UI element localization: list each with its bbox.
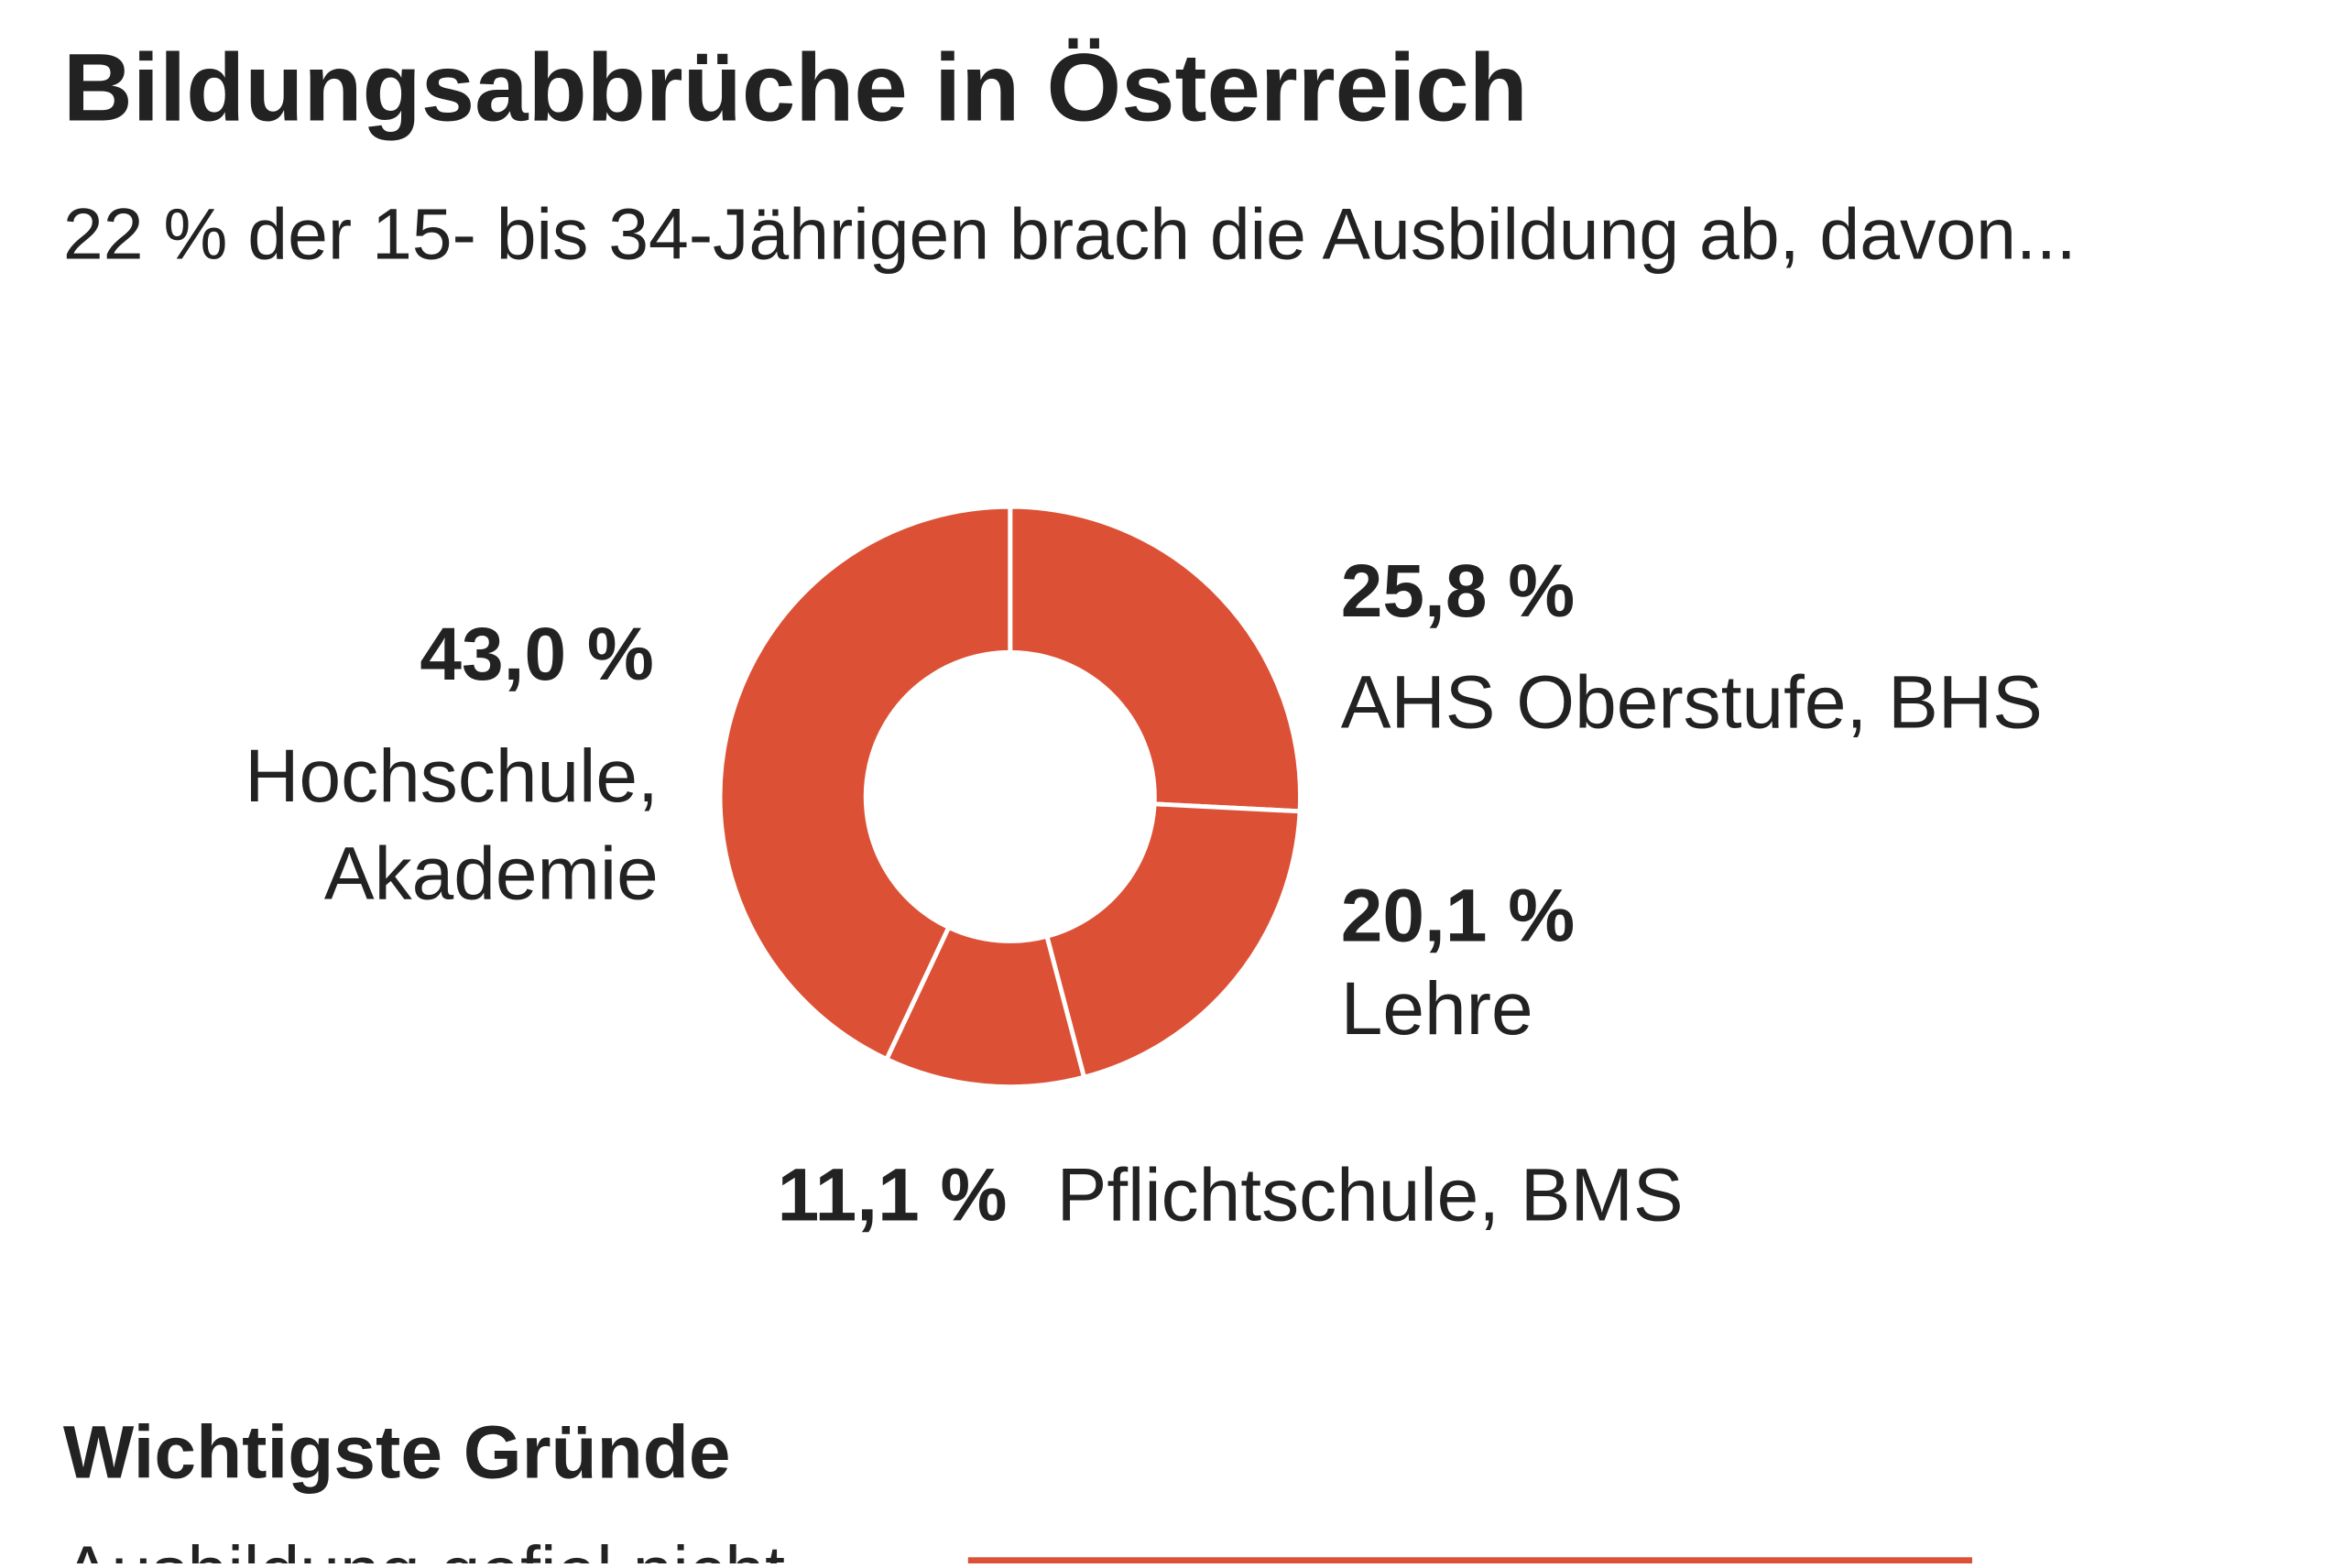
subtitle: 22 % der 15- bis 34-Jährigen brach die A…: [63, 193, 2077, 274]
subtitle-line: 22 % der 15- bis 34-Jährigen brach die A…: [63, 193, 2077, 274]
donut-segment: [1043, 801, 1303, 1081]
category-line: Hochschule,: [245, 735, 658, 818]
category-label: Pflichtschule, BMS: [1057, 1154, 1684, 1237]
donut-segment: [1008, 504, 1303, 814]
value-label: 20,1 %: [1341, 874, 1575, 957]
reason-bar: [967, 1557, 1973, 1568]
chart-title: Bildungsabbrüche in Österreich: [63, 34, 1528, 141]
category-label: AHS Oberstufe, BHS: [1341, 660, 2043, 744]
reason-label: Ausbildung gefiel nicht: [63, 1531, 785, 1563]
value-label: 43,0 %: [420, 613, 653, 696]
donut: 25,8 % AHS Oberstufe, BHS 20,1 % Lehre 11,1 …: [245, 504, 2043, 1237]
donut-segment: [717, 504, 1013, 1062]
category-line: Akademie: [324, 833, 659, 916]
section-title: Wichtigste Gründe: [63, 1410, 731, 1494]
category-label: Lehre: [1341, 967, 1533, 1051]
value-label: 25,8 %: [1341, 550, 1575, 633]
value-label: 11,1 %: [778, 1154, 1008, 1237]
subtitle-text: 22 % der 15- bis 34-Jährigen brach die A…: [63, 193, 2077, 274]
category-label: Hochschule, Akademie: [245, 735, 658, 916]
